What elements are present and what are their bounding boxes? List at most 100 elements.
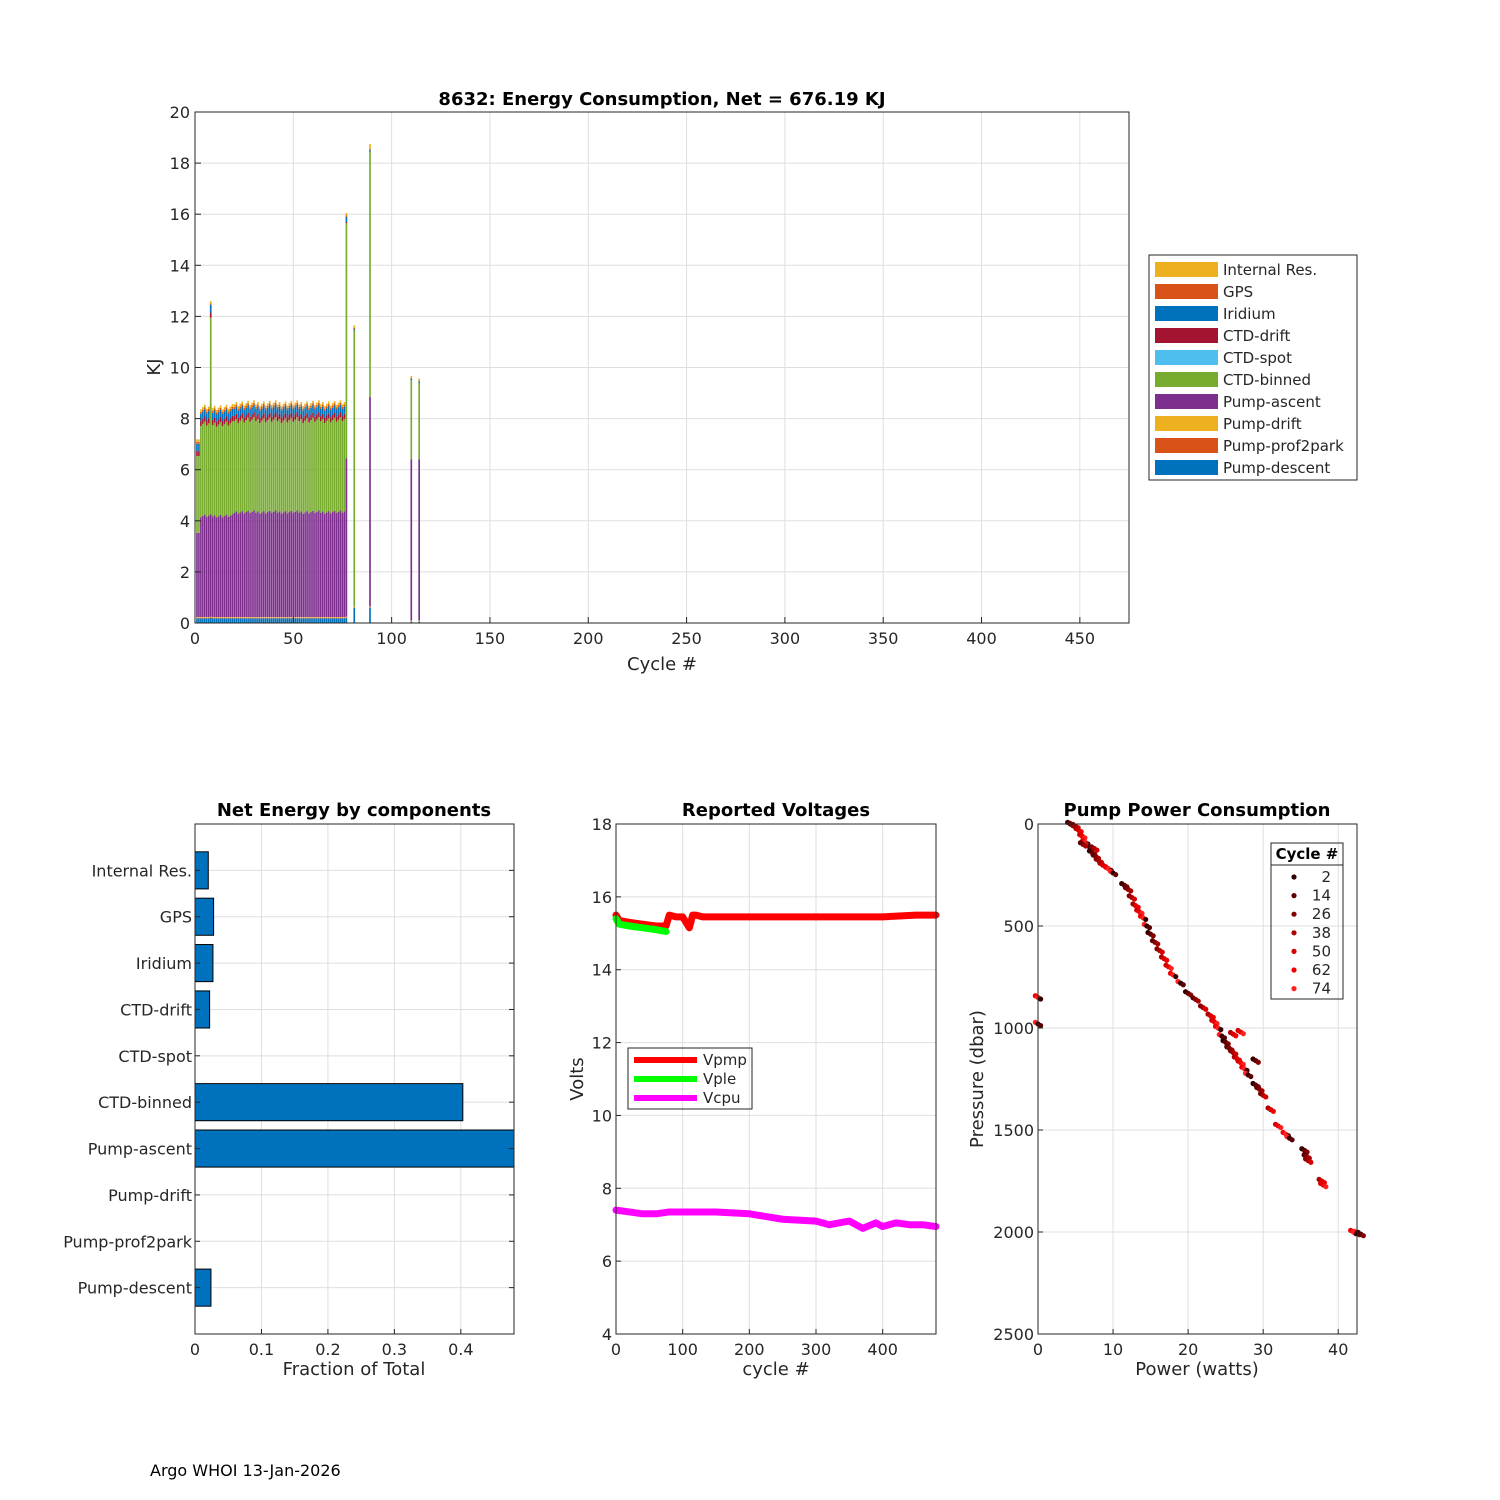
energy-bar-segment — [211, 617, 214, 618]
voltages-frame — [615, 823, 937, 1335]
energy-legend-swatch — [1155, 394, 1218, 409]
energy-bar-segment — [237, 406, 240, 409]
pump-power-y-tick: 1500 — [993, 1121, 1034, 1140]
energy-bar-segment — [259, 617, 261, 619]
energy-bar-segment — [266, 617, 269, 619]
energy-bar-segment — [288, 414, 291, 421]
energy-bar-segment — [203, 421, 206, 515]
energy-bar-segment — [341, 406, 344, 409]
energy-bar-segment — [284, 617, 287, 618]
energy-bar-segment — [298, 404, 301, 407]
energy-bar-segment — [239, 420, 242, 513]
energy-bar-segment — [300, 618, 303, 623]
energy-bar-segment — [284, 406, 287, 414]
energy-bar-segment — [304, 618, 306, 623]
energy-bar-segment — [198, 617, 200, 618]
energy-bar-segment — [261, 617, 263, 619]
pump-power-x-tick: 30 — [1253, 1340, 1273, 1359]
energy-bar-segment — [288, 403, 291, 406]
energy-bar-segment — [327, 617, 330, 619]
energy-bar-segment — [274, 617, 277, 618]
energy-bar-segment — [282, 403, 285, 407]
energy-bar-segment — [302, 513, 304, 618]
energy-bar-segment — [237, 617, 240, 619]
energy-bar-segment — [290, 617, 293, 618]
energy-bar-segment — [280, 617, 283, 619]
energy-bar-segment — [329, 618, 332, 623]
voltages-title: Reported Voltages — [682, 800, 870, 821]
energy-bar-segment — [280, 408, 283, 411]
energy-bar-segment — [255, 404, 257, 407]
energy-bar-segment — [239, 415, 242, 421]
energy-bar-segment — [221, 409, 224, 412]
energy-bar-segment — [255, 618, 257, 623]
energy-bar-segment — [241, 404, 244, 407]
energy-bar-segment — [235, 413, 238, 419]
energy-bar-segment — [221, 411, 224, 414]
energy-bar-segment — [205, 420, 208, 426]
energy-bar-segment — [257, 402, 259, 405]
energy-bar-segment — [300, 404, 303, 407]
energy-chart-title: 8632: Energy Consumption, Net = 676.19 K… — [438, 89, 885, 110]
energy-bar-segment — [410, 378, 413, 379]
energy-bar-segment — [215, 617, 218, 618]
energy-bar-segment — [292, 513, 295, 618]
energy-bar-segment — [213, 408, 216, 411]
energy-bar-segment — [257, 617, 259, 618]
energy-bar-segment — [205, 618, 208, 623]
energy-bar-segment — [327, 413, 330, 419]
energy-bar-segment — [280, 513, 283, 618]
energy-bar-segment — [288, 512, 291, 618]
energy-bar-segment — [211, 516, 214, 618]
energy-bar-segment — [325, 420, 328, 513]
energy-bar-segment — [213, 617, 216, 619]
energy-bar-segment — [333, 403, 336, 406]
footer-text: Argo WHOI 13-Jan-2026 — [150, 1461, 341, 1480]
pump-power-point — [1143, 916, 1149, 923]
energy-bar-segment — [343, 404, 346, 407]
energy-bar-segment — [339, 400, 342, 403]
energy-bar-segment — [410, 459, 413, 621]
energy-bar-segment — [207, 515, 210, 618]
energy-bar-segment — [221, 617, 224, 618]
energy-bar-segment — [264, 618, 267, 623]
energy-bar-segment — [298, 617, 301, 619]
energy-bar-segment — [369, 606, 371, 608]
energy-bar-segment — [278, 402, 281, 405]
energy-bar-segment — [337, 511, 340, 618]
energy-bar-segment — [219, 417, 222, 423]
energy-bar-segment — [329, 410, 332, 418]
energy-consumption-chart: 8632: Energy Consumption, Net = 676.19 K… — [144, 89, 1358, 675]
energy-bar-segment — [337, 414, 340, 420]
energy-bar-segment — [270, 513, 273, 618]
energy-bar-segment — [320, 408, 322, 417]
energy-bar-segment — [253, 417, 255, 511]
energy-y-tick: 20 — [170, 103, 190, 122]
energy-bar-segment — [333, 618, 336, 623]
energy-bar-segment — [298, 416, 301, 422]
energy-bar-segment — [308, 417, 310, 423]
energy-bar-segment — [290, 400, 293, 404]
energy-bar-segment — [241, 413, 244, 419]
energy-bar-segment — [213, 417, 216, 423]
energy-bar-segment — [219, 617, 222, 619]
pump-power-legend-label: 62 — [1312, 961, 1331, 979]
energy-legend-swatch — [1155, 438, 1218, 453]
energy-bar-segment — [314, 416, 316, 422]
energy-bar-segment — [231, 617, 234, 619]
energy-bar-segment — [233, 404, 236, 407]
energy-bar-segment — [223, 617, 226, 619]
energy-bar-segment — [331, 617, 334, 619]
net-energy-bar — [194, 1129, 515, 1168]
energy-bar-segment — [262, 401, 265, 405]
energy-bar-segment — [247, 618, 249, 623]
energy-bar-segment — [300, 617, 303, 619]
energy-bar-segment — [331, 403, 334, 406]
energy-bar-segment — [329, 405, 332, 409]
energy-bar-segment — [264, 417, 267, 423]
energy-bar-segment — [321, 617, 324, 619]
energy-legend-swatch — [1155, 416, 1218, 431]
energy-bar-segment — [209, 312, 212, 318]
